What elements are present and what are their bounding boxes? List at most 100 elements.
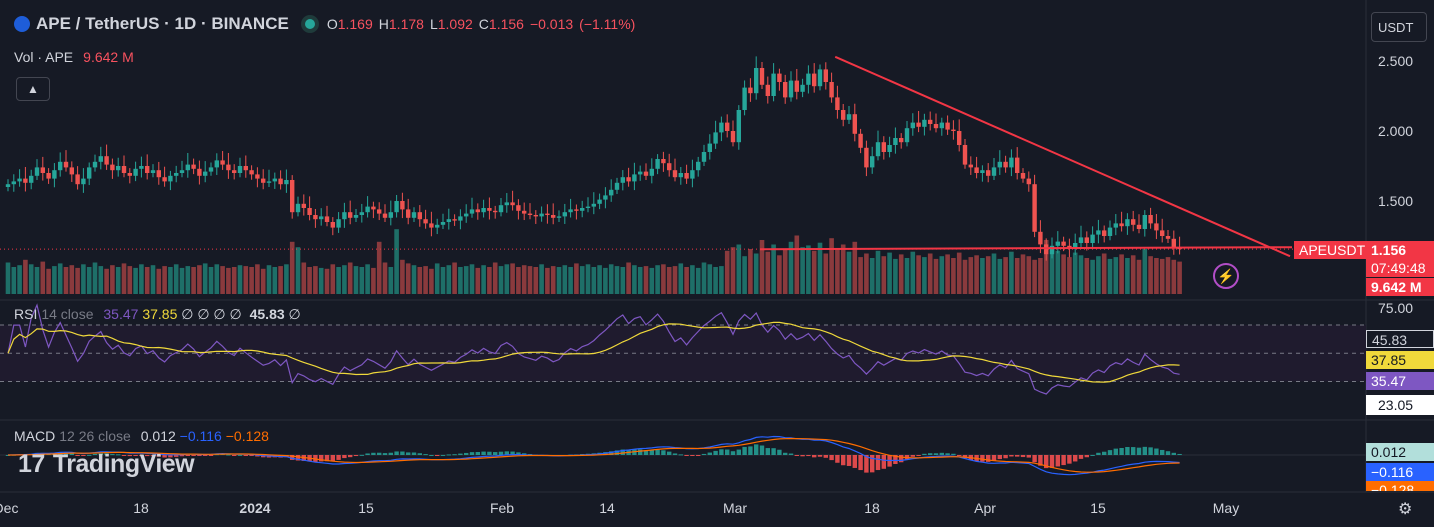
- candle-body: [939, 122, 944, 129]
- macd-hist-bar: [394, 451, 399, 455]
- candle-body: [214, 160, 219, 168]
- time-tick-label: 14: [599, 500, 615, 516]
- macd-hist-bar: [319, 455, 324, 462]
- volume-bar: [481, 265, 486, 294]
- collapse-legend-button[interactable]: ▲: [16, 77, 50, 101]
- rsi-legend[interactable]: RSI 14 close 35.47 37.85 ∅ ∅ ∅ ∅ 45.83 ∅: [14, 306, 301, 322]
- macd-hist-bar: [1136, 447, 1142, 455]
- volume-bar: [388, 267, 394, 294]
- volume-bar: [550, 266, 556, 294]
- volume-bar: [498, 266, 504, 294]
- macd-hist-bar: [336, 455, 341, 460]
- macd-hist-bar: [464, 452, 469, 455]
- candle-body: [1032, 184, 1037, 232]
- candle-body: [1107, 227, 1113, 236]
- volume-bar: [545, 267, 550, 294]
- macd-hist-bar: [522, 453, 527, 455]
- macd-hist-bar: [423, 454, 428, 456]
- candle-body: [800, 84, 805, 92]
- candle-body: [730, 131, 736, 143]
- candle-body: [1125, 219, 1130, 227]
- volume-bar: [249, 267, 254, 294]
- volume-bar: [46, 268, 51, 294]
- candle-body: [58, 161, 63, 171]
- macd-hist-bar: [1084, 455, 1089, 458]
- volume-bar: [324, 268, 330, 294]
- candle-body: [991, 167, 997, 176]
- macd-hist-bar: [638, 449, 643, 455]
- volume-bar: [788, 241, 794, 294]
- macd-hist-bar: [174, 455, 179, 457]
- symbol-header[interactable]: APE / TetherUS · 1D · BINANCE O1.169 H1.…: [14, 14, 635, 34]
- volume-bar: [92, 262, 98, 294]
- macd-hist-bar: [411, 452, 417, 455]
- candle-body: [75, 174, 80, 185]
- volume-bar: [823, 253, 829, 294]
- tradingview-logo[interactable]: 17 TradingView: [18, 450, 195, 478]
- candle-body: [98, 156, 103, 162]
- volume-bar: [272, 267, 278, 294]
- symbol-title[interactable]: APE / TetherUS · 1D · BINANCE: [36, 14, 289, 33]
- macd-hist-bar: [893, 455, 898, 464]
- volume-bar: [168, 267, 173, 294]
- volume-bar: [533, 267, 539, 294]
- candle-body: [748, 87, 753, 94]
- volume-bar: [1078, 255, 1084, 294]
- candle-body: [116, 166, 121, 171]
- candle-body: [382, 213, 388, 218]
- signal-line: [8, 437, 1180, 473]
- macd-hist-bar: [475, 452, 480, 455]
- volume-bar: [144, 267, 150, 294]
- volume-bar: [475, 267, 481, 294]
- macd-hist-bar: [365, 453, 370, 455]
- rsi-ma-line: [7, 321, 1180, 383]
- macd-hist-bar: [1096, 452, 1101, 455]
- volume-bar: [864, 253, 869, 294]
- volume-bar: [1043, 240, 1049, 294]
- candle-body: [974, 167, 979, 173]
- candle-body: [174, 173, 179, 176]
- volume-bar: [429, 268, 434, 294]
- candle-body: [997, 161, 1002, 168]
- volume-bar: [916, 255, 921, 294]
- macd-hist-bar: [783, 452, 788, 455]
- volume-bar: [1171, 259, 1177, 294]
- volume-bar: [336, 267, 341, 294]
- ticker-label: APEUSDT: [1294, 241, 1371, 259]
- volume-bar: [220, 266, 225, 294]
- candle-body: [336, 219, 341, 228]
- macd-hist-bar: [655, 449, 660, 455]
- currency-selector[interactable]: USDT: [1371, 12, 1427, 42]
- macd-legend[interactable]: MACD 12 26 close 0.012 −0.116 −0.128: [14, 428, 269, 444]
- candle-body: [933, 124, 939, 129]
- volume-bar: [289, 241, 295, 294]
- candle-body: [429, 223, 434, 228]
- macd-hist-bar: [290, 455, 295, 460]
- time-tick-label: 15: [358, 500, 374, 516]
- volume-bar: [330, 264, 336, 294]
- candle-body: [406, 209, 411, 218]
- volume-bar: [115, 267, 121, 294]
- candle-body: [713, 132, 718, 144]
- candle-body: [870, 156, 875, 168]
- volume-bar: [446, 265, 452, 294]
- volume-bar: [202, 263, 208, 294]
- macd-hist-bar: [208, 455, 214, 456]
- lightning-icon[interactable]: ⚡: [1213, 263, 1239, 289]
- volume-bar: [98, 266, 104, 294]
- candle-body: [81, 178, 86, 185]
- candle-body: [487, 208, 492, 211]
- settings-gear-icon[interactable]: ⚙: [1398, 501, 1413, 518]
- macd-hist-bar: [1020, 455, 1026, 458]
- volume-bar: [846, 251, 852, 294]
- macd-hist-bar: [765, 448, 770, 455]
- volume-bar: [69, 265, 75, 294]
- candle-body: [1119, 223, 1124, 227]
- volume-bar: [1026, 256, 1032, 294]
- macd-hist-bar: [835, 455, 840, 463]
- candle-body: [817, 69, 823, 87]
- candle-body: [754, 68, 759, 94]
- volume-bar: [284, 264, 289, 294]
- volume-bar: [730, 247, 736, 294]
